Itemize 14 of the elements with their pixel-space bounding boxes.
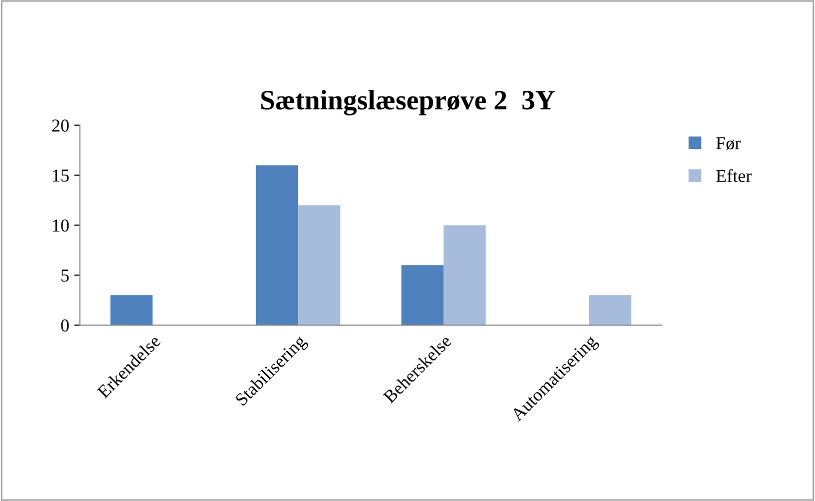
legend-label: Før bbox=[716, 137, 741, 150]
bar bbox=[256, 165, 298, 326]
y-tick-label: 10 bbox=[52, 219, 69, 232]
bar bbox=[401, 265, 444, 326]
y-tick-label: 15 bbox=[52, 170, 69, 182]
bar bbox=[298, 205, 340, 326]
y-tick-label: 20 bbox=[52, 120, 69, 132]
legend-label: Efter bbox=[716, 169, 752, 182]
y-tick-label: 5 bbox=[61, 270, 69, 282]
bar bbox=[444, 225, 486, 326]
chart-title: Sætningslæseprøve 2 3Y bbox=[261, 90, 555, 116]
y-tick-label: 0 bbox=[61, 319, 69, 332]
bar bbox=[110, 295, 153, 326]
bar bbox=[589, 295, 632, 326]
